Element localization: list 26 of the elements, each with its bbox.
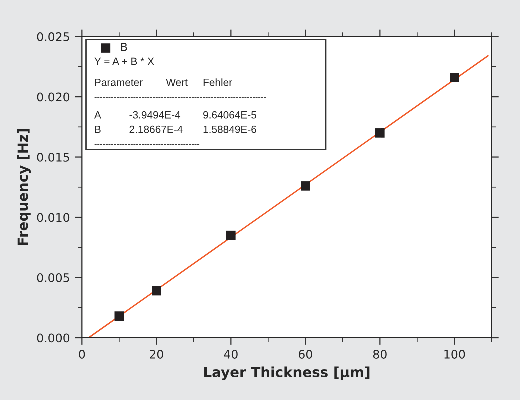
y-tick-label: 0.015 <box>37 153 70 162</box>
y-tick-label: 0.010 <box>37 213 70 222</box>
x-tick-label: 100 <box>444 350 466 359</box>
x-tick-label: 80 <box>373 350 387 359</box>
point <box>301 182 310 191</box>
point <box>376 128 385 138</box>
x-axis-title: Layer Thickness [µm] <box>204 366 370 380</box>
point <box>114 312 124 321</box>
text: B 2.18667E-4 1.58849E-6 <box>95 126 256 134</box>
point <box>450 73 460 82</box>
x-tick-label: 40 <box>224 350 238 359</box>
annotation: Y = A + B * X <box>94 58 154 66</box>
legend-label: B <box>121 43 128 52</box>
point <box>226 230 236 240</box>
x-tick-label: 0 <box>79 350 86 359</box>
y-axis-title: Frequency [Hz] <box>17 129 31 246</box>
text: Parameter Wert Fehler <box>95 78 232 86</box>
x-tick-label: 60 <box>298 350 312 359</box>
point <box>152 286 162 296</box>
y-tick-label: 0.000 <box>37 334 70 343</box>
y-tick-label: 0.020 <box>37 92 70 102</box>
text: A -3.9494E-4 9.64064E-5 <box>94 111 256 119</box>
annotation: -------------------------------------- <box>94 144 200 146</box>
y-tick-label: 0.005 <box>37 273 70 282</box>
x-tick-label: 20 <box>150 350 164 359</box>
y-tick-label: 0.025 <box>37 32 70 42</box>
